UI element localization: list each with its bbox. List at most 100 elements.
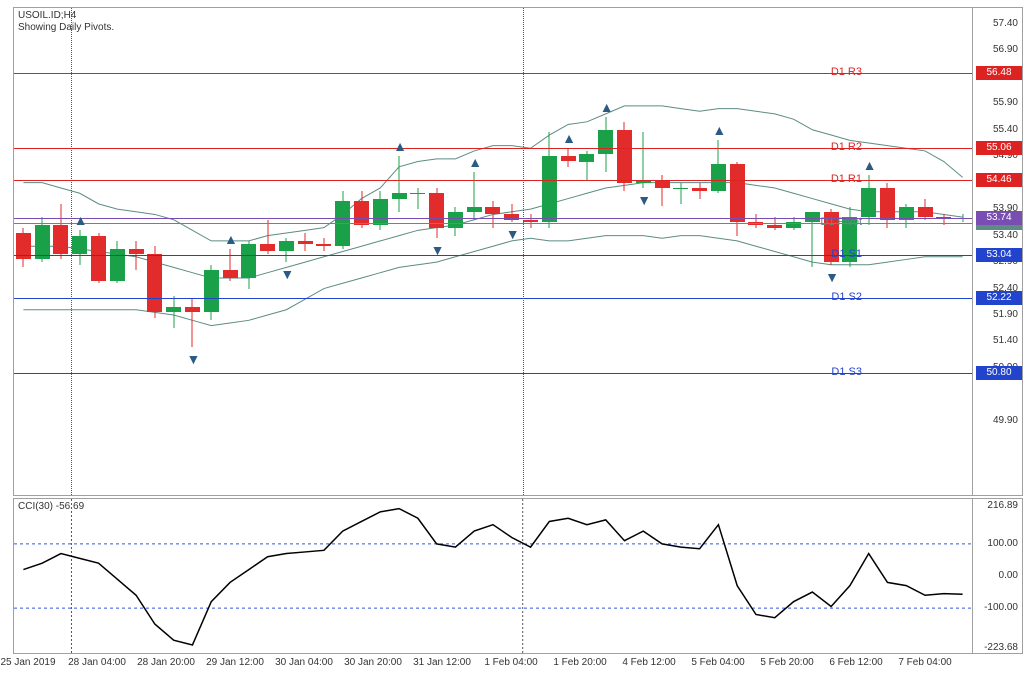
candle <box>277 8 296 495</box>
y-tick: 55.90 <box>993 97 1018 108</box>
candle <box>878 8 897 495</box>
pivot-line <box>14 255 972 256</box>
candle <box>352 8 371 495</box>
x-tick: 1 Feb 04:00 <box>484 657 537 668</box>
candle <box>484 8 503 495</box>
candle <box>164 8 183 495</box>
candle <box>934 8 953 495</box>
candle <box>596 8 615 495</box>
x-tick: 25 Jan 2019 <box>0 657 55 668</box>
price-tag: 56.48 <box>976 66 1022 80</box>
y-tick: 51.90 <box>993 309 1018 320</box>
pivot-line <box>14 180 972 181</box>
candle <box>333 8 352 495</box>
candle <box>408 8 427 495</box>
candle <box>897 8 916 495</box>
candle <box>465 8 484 495</box>
session-line <box>71 8 72 495</box>
candle <box>52 8 71 495</box>
candle <box>14 8 33 495</box>
cci-tick: 0.00 <box>999 570 1018 581</box>
candle <box>690 8 709 495</box>
y-tick: 55.40 <box>993 124 1018 135</box>
price-tag: 55.06 <box>976 141 1022 155</box>
cci-panel[interactable]: CCI(30) -56.69 <box>13 498 973 654</box>
x-tick: 4 Feb 12:00 <box>622 657 675 668</box>
x-tick: 31 Jan 12:00 <box>413 657 471 668</box>
candle <box>916 8 935 495</box>
pivot-label: D1 S2 <box>831 291 862 303</box>
candle <box>653 8 672 495</box>
x-tick: 29 Jan 12:00 <box>206 657 264 668</box>
candle <box>239 8 258 495</box>
fractal-up-icon: ▲ <box>393 138 407 154</box>
price-axis: 57.4056.9056.4055.9055.4054.9053.9053.40… <box>973 7 1023 496</box>
candle <box>521 8 540 495</box>
pivot-line <box>14 73 972 74</box>
fractal-up-icon: ▲ <box>600 99 614 115</box>
fractal-down-icon: ▼ <box>431 242 445 258</box>
candle <box>615 8 634 495</box>
x-tick: 30 Jan 04:00 <box>275 657 333 668</box>
session-line <box>523 8 524 495</box>
y-tick: 51.40 <box>993 335 1018 346</box>
candle <box>540 8 559 495</box>
chart-container: USOIL.ID;H4 Showing Daily Pivots. D1 R3D… <box>0 0 1024 683</box>
y-tick: 53.40 <box>993 230 1018 241</box>
candle <box>859 8 878 495</box>
candle <box>258 8 277 495</box>
fractal-up-icon: ▲ <box>74 212 88 228</box>
candle <box>371 8 390 495</box>
y-tick: 49.90 <box>993 415 1018 426</box>
cci-tick: -223.68 <box>984 642 1018 653</box>
pivot-line <box>14 298 972 299</box>
candle <box>202 8 221 495</box>
cci-line <box>14 499 972 653</box>
candle <box>765 8 784 495</box>
x-tick: 6 Feb 12:00 <box>829 657 882 668</box>
candle <box>296 8 315 495</box>
price-tag: 50.80 <box>976 366 1022 380</box>
x-tick: 5 Feb 04:00 <box>691 657 744 668</box>
fractal-up-icon: ▲ <box>468 154 482 170</box>
candle <box>803 8 822 495</box>
fractal-up-icon: ▲ <box>712 122 726 138</box>
candle <box>33 8 52 495</box>
candle <box>108 8 127 495</box>
price-tag: 54.46 <box>976 173 1022 187</box>
cci-tick: 100.00 <box>987 538 1018 549</box>
pivot-label: D1 R2 <box>831 141 862 153</box>
fractal-down-icon: ▼ <box>186 351 200 367</box>
candle <box>953 8 972 495</box>
candle <box>502 8 521 495</box>
price-panel[interactable]: USOIL.ID;H4 Showing Daily Pivots. D1 R3D… <box>13 7 973 496</box>
candle <box>784 8 803 495</box>
fractal-up-icon: ▲ <box>863 157 877 173</box>
candle <box>145 8 164 495</box>
x-tick: 1 Feb 20:00 <box>553 657 606 668</box>
candle <box>747 8 766 495</box>
current-price-tag: 53.74 <box>976 211 1022 225</box>
price-tag: 52.22 <box>976 291 1022 305</box>
fractal-down-icon: ▼ <box>637 192 651 208</box>
x-tick: 28 Jan 04:00 <box>68 657 126 668</box>
candle <box>728 8 747 495</box>
pivot-line <box>14 148 972 149</box>
candle <box>578 8 597 495</box>
fractal-down-icon: ▼ <box>280 266 294 282</box>
candle <box>559 8 578 495</box>
y-tick: 57.40 <box>993 18 1018 29</box>
candle <box>390 8 409 495</box>
fractal-up-icon: ▲ <box>224 231 238 247</box>
candle <box>634 8 653 495</box>
x-tick: 7 Feb 04:00 <box>898 657 951 668</box>
cci-tick: -100.00 <box>984 602 1018 613</box>
time-axis: 25 Jan 201928 Jan 04:0028 Jan 20:0029 Ja… <box>13 654 1023 674</box>
cci-axis: 216.89100.000.00-100.00-223.68 <box>973 498 1023 654</box>
candle <box>183 8 202 495</box>
x-tick: 28 Jan 20:00 <box>137 657 195 668</box>
candle <box>671 8 690 495</box>
fractal-down-icon: ▼ <box>506 226 520 242</box>
candle <box>127 8 146 495</box>
pivot-label: D1 S3 <box>831 366 862 378</box>
